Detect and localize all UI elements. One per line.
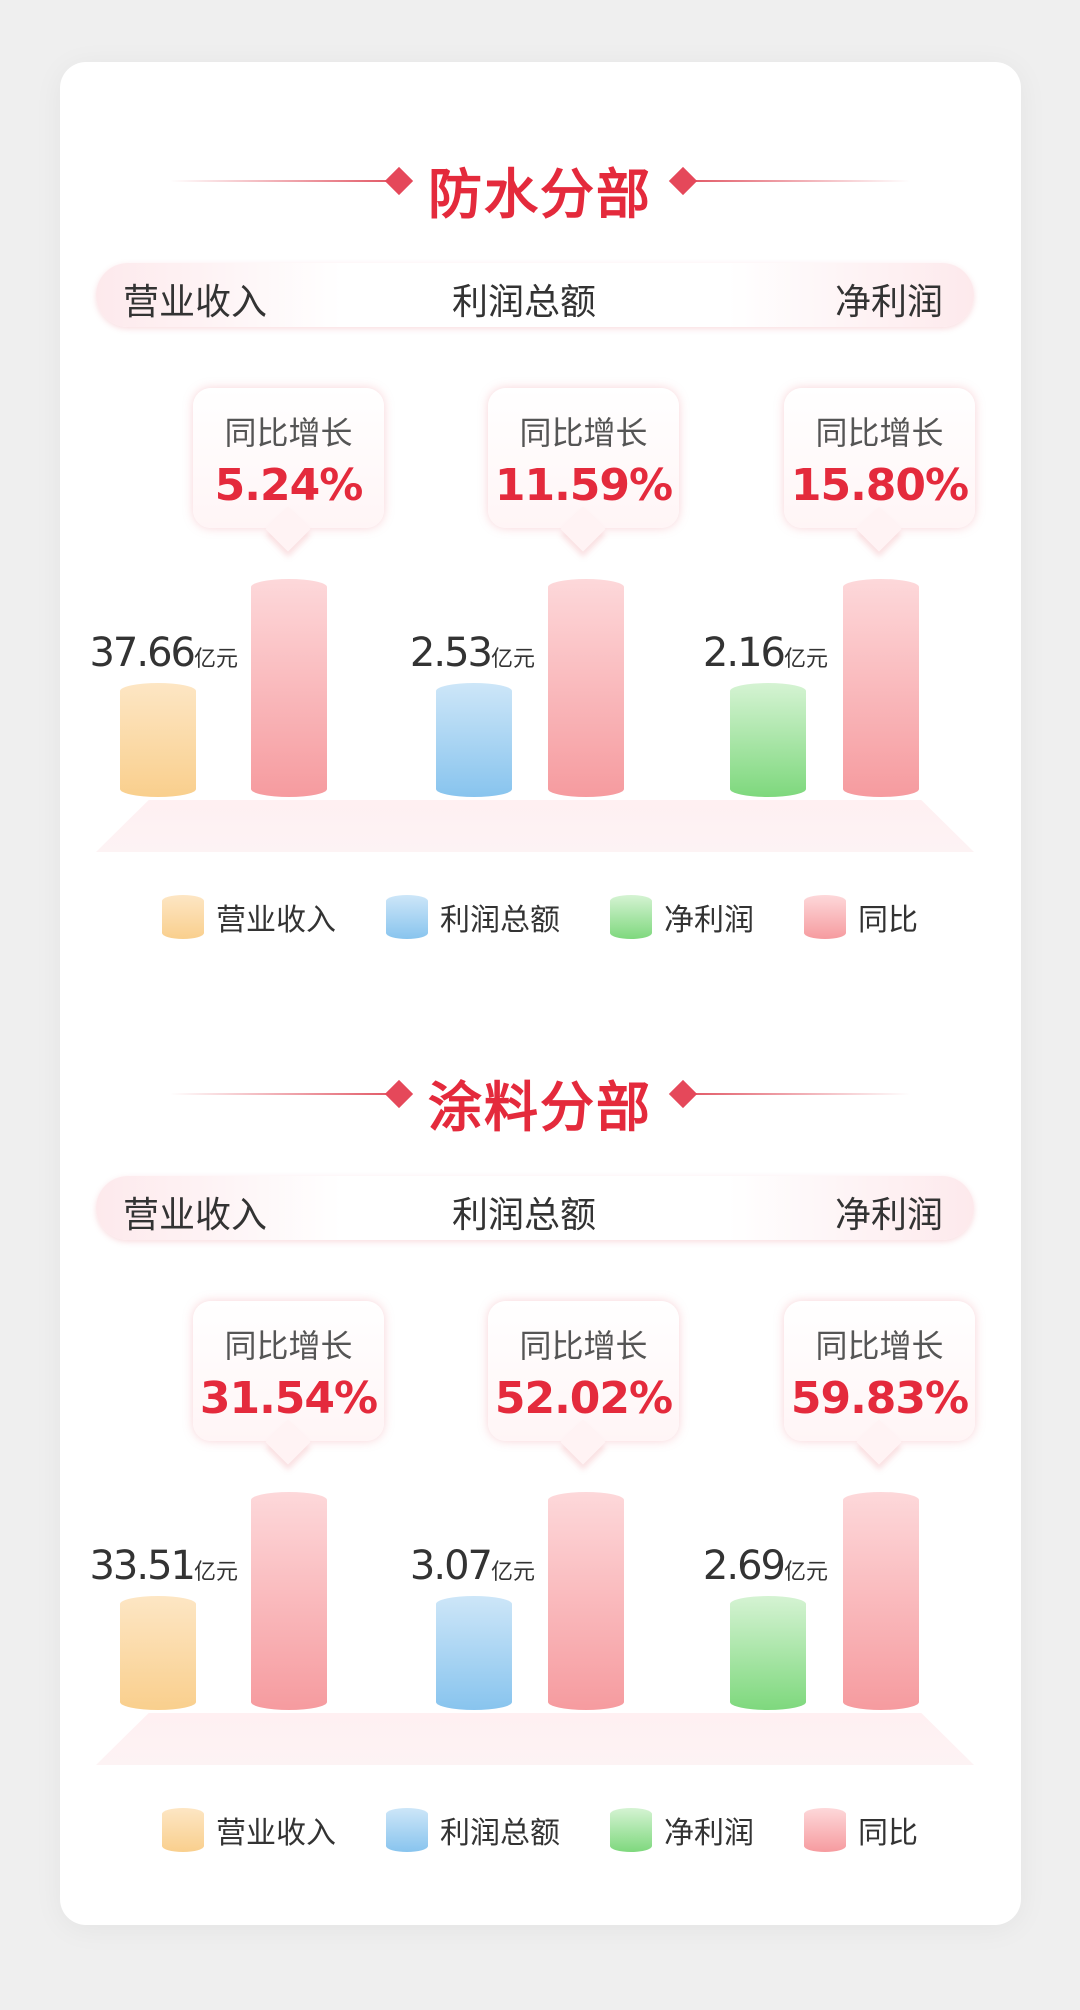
legend-swatch: [386, 1808, 428, 1852]
chart-legend: 营业收入 利润总额 净利润 同比: [0, 895, 1080, 939]
legend-label: 营业收入: [216, 903, 336, 938]
value-number: 3.07: [409, 1543, 493, 1589]
legend-label: 净利润: [664, 903, 754, 938]
yoy-callout: 同比增长 11.59%: [488, 388, 679, 528]
legend-item: 营业收入: [162, 895, 336, 939]
yoy-label: 同比增长: [519, 414, 648, 452]
title-divider-right: [690, 180, 910, 182]
section-title: 防水分部: [428, 163, 652, 226]
value-unit: 亿元: [193, 647, 238, 672]
value-label: 3.07亿元: [410, 1543, 535, 1589]
yoy-bar: [251, 1492, 327, 1710]
legend-swatch: [162, 1808, 204, 1852]
value-number: 33.51: [89, 1543, 196, 1589]
metric-header-label: 净利润: [834, 1195, 943, 1236]
yoy-label: 同比增长: [519, 1327, 648, 1365]
yoy-value: 5.24%: [214, 460, 364, 511]
legend-label: 同比: [858, 1816, 918, 1851]
yoy-value: 11.59%: [494, 460, 673, 511]
legend-label: 利润总额: [440, 1816, 560, 1851]
legend-swatch: [386, 895, 428, 939]
legend-label: 同比: [858, 903, 918, 938]
value-bar: [120, 683, 196, 797]
yoy-label: 同比增长: [224, 414, 353, 452]
legend-label: 净利润: [664, 1816, 754, 1851]
legend-swatch: [162, 895, 204, 939]
yoy-bar: [843, 1492, 919, 1710]
title-divider-left: [170, 1093, 390, 1095]
yoy-callout: 同比增长 15.80%: [784, 388, 975, 528]
yoy-bar: [843, 579, 919, 797]
segment-section: 防水分部 营业收入 利润总额 净利润 同比增长 5.24% 37.66亿元 同比增长 11.59…: [0, 0, 1080, 939]
yoy-callout: 同比增长 31.54%: [193, 1301, 384, 1441]
chart-floor: [96, 1713, 974, 1765]
value-label: 2.16亿元: [703, 630, 828, 676]
value-number: 37.66: [89, 630, 196, 676]
value-number: 2.53: [409, 630, 493, 676]
title-divider-left: [170, 180, 390, 182]
metric-header-label: 营业收入: [123, 282, 268, 323]
legend-label: 营业收入: [216, 1816, 336, 1851]
legend-swatch: [804, 895, 846, 939]
yoy-bar: [548, 579, 624, 797]
value-bar: [730, 1596, 806, 1710]
legend-swatch: [610, 1808, 652, 1852]
value-label: 2.53亿元: [410, 630, 535, 676]
value-bar: [730, 683, 806, 797]
yoy-callout: 同比增长 52.02%: [488, 1301, 679, 1441]
value-number: 2.16: [702, 630, 786, 676]
legend-item: 利润总额: [386, 895, 560, 939]
value-label: 37.66亿元: [89, 630, 238, 676]
value-label: 33.51亿元: [89, 1543, 238, 1589]
legend-item: 净利润: [610, 1808, 754, 1852]
legend-swatch: [610, 895, 652, 939]
value-bar: [120, 1596, 196, 1710]
yoy-label: 同比增长: [224, 1327, 353, 1365]
value-number: 2.69: [702, 1543, 786, 1589]
metric-header-bar: [96, 263, 974, 327]
yoy-callout: 同比增长 59.83%: [784, 1301, 975, 1441]
title-divider-right: [690, 1093, 910, 1095]
legend-item: 营业收入: [162, 1808, 336, 1852]
value-unit: 亿元: [490, 647, 535, 672]
legend-item: 同比: [804, 895, 918, 939]
legend-item: 利润总额: [386, 1808, 560, 1852]
value-unit: 亿元: [783, 1560, 828, 1585]
metric-header-label: 营业收入: [123, 1195, 268, 1236]
metric-header-bar: [96, 1176, 974, 1240]
section-title: 涂料分部: [428, 1076, 652, 1139]
value-label: 2.69亿元: [703, 1543, 828, 1589]
yoy-value: 52.02%: [494, 1373, 673, 1424]
chart-legend: 营业收入 利润总额 净利润 同比: [0, 1808, 1080, 1852]
value-bar: [436, 683, 512, 797]
yoy-value: 59.83%: [790, 1373, 969, 1424]
value-unit: 亿元: [193, 1560, 238, 1585]
yoy-value: 15.80%: [790, 460, 969, 511]
yoy-bar: [548, 1492, 624, 1710]
legend-item: 净利润: [610, 895, 754, 939]
value-unit: 亿元: [490, 1560, 535, 1585]
segment-section: 涂料分部 营业收入 利润总额 净利润 同比增长 31.54% 33.51亿元 同比增长 52.0…: [0, 913, 1080, 1852]
metric-header-label: 净利润: [834, 282, 943, 323]
legend-swatch: [804, 1808, 846, 1852]
yoy-label: 同比增长: [815, 414, 944, 452]
yoy-callout: 同比增长 5.24%: [193, 388, 384, 528]
metric-header-label: 利润总额: [452, 282, 597, 323]
metric-header-label: 利润总额: [452, 1195, 597, 1236]
value-bar: [436, 1596, 512, 1710]
value-unit: 亿元: [783, 647, 828, 672]
chart-floor: [96, 800, 974, 852]
legend-label: 利润总额: [440, 903, 560, 938]
yoy-value: 31.54%: [199, 1373, 378, 1424]
yoy-label: 同比增长: [815, 1327, 944, 1365]
legend-item: 同比: [804, 1808, 918, 1852]
yoy-bar: [251, 579, 327, 797]
